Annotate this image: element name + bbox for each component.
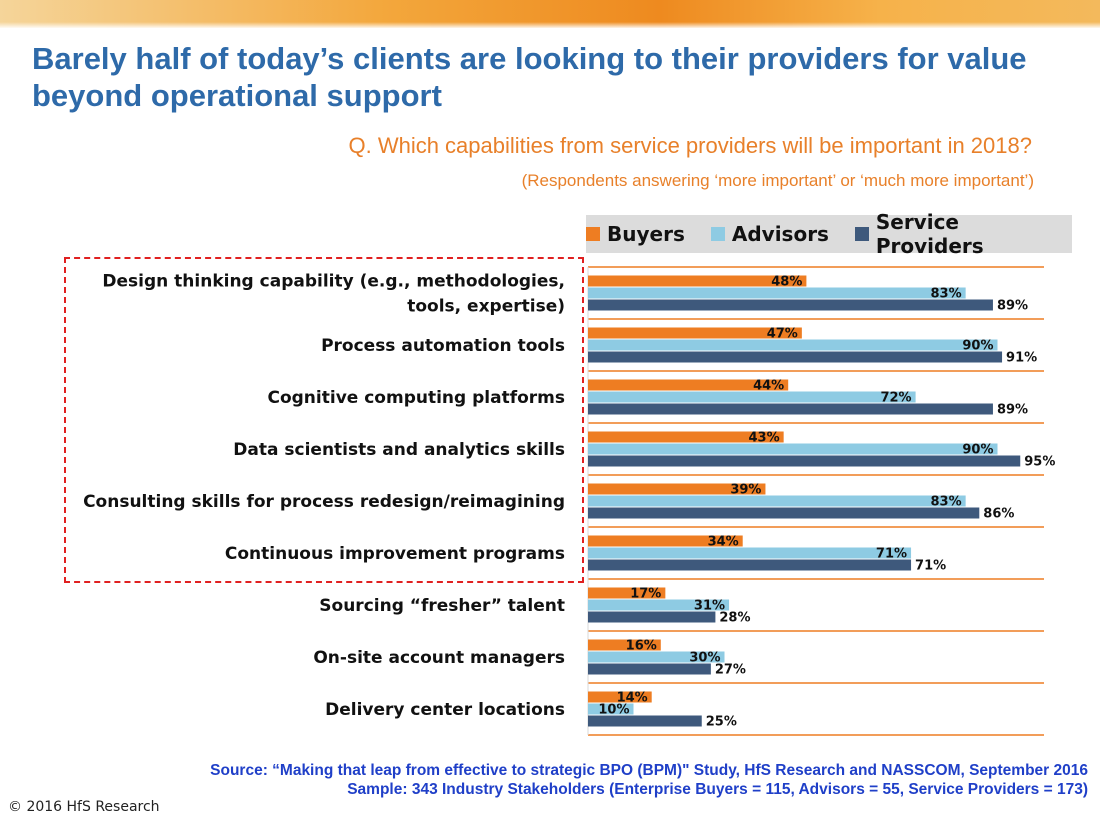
data-label: 95% <box>1024 455 1055 470</box>
highlight-box <box>64 257 584 583</box>
legend-label-service-providers: Service Providers <box>875 210 984 258</box>
bar-service-providers <box>588 559 912 571</box>
bar-service-providers <box>588 663 711 675</box>
bar-buyers <box>588 431 784 443</box>
category-label: Continuous improvement programs <box>225 544 565 564</box>
bar-buyers <box>588 535 743 547</box>
bar-service-providers <box>588 715 702 727</box>
header-banner <box>0 0 1100 28</box>
legend-item-buyers: Buyers <box>586 222 685 246</box>
data-label: 16% <box>626 639 657 654</box>
legend-swatch-advisors <box>710 227 725 241</box>
legend-label-advisors: Advisors <box>731 222 829 246</box>
bar-service-providers <box>588 507 980 519</box>
data-label: 71% <box>915 559 946 574</box>
legend-label-buyers: Buyers <box>607 222 685 246</box>
bar-advisors <box>588 391 916 403</box>
data-label: 72% <box>880 391 911 406</box>
category-label: On-site account managers <box>313 648 565 668</box>
source-line-1: Source: “Making that leap from effective… <box>210 762 1088 779</box>
bar-buyers <box>588 327 802 339</box>
data-label: 14% <box>617 691 648 706</box>
data-label: 43% <box>749 431 780 446</box>
bar-buyers <box>588 483 766 495</box>
category-label: Delivery center locations <box>325 700 565 720</box>
category-label: Data scientists and analytics skills <box>233 440 565 460</box>
category-label-line: Design thinking capability (e.g., method… <box>102 272 565 292</box>
data-label: 83% <box>931 287 962 302</box>
bar-advisors <box>588 443 998 455</box>
category-label: Process automation tools <box>321 336 565 356</box>
bar-advisors <box>588 651 725 663</box>
bar-chart: Design thinking capability (e.g., method… <box>83 266 1055 736</box>
category-label: Cognitive computing platforms <box>267 388 565 408</box>
data-label: 34% <box>708 535 739 550</box>
data-label: 27% <box>715 663 746 678</box>
bar-buyers <box>588 691 652 703</box>
category-label-line: Continuous improvement programs <box>225 544 565 564</box>
survey-question: Q. Which capabilities from service provi… <box>348 133 1032 158</box>
data-label: 86% <box>983 507 1014 522</box>
bar-service-providers <box>588 299 993 311</box>
data-label: 30% <box>689 651 720 666</box>
data-label: 39% <box>730 483 761 498</box>
category-label-line: Sourcing “fresher” talent <box>319 596 565 616</box>
category-label: Sourcing “fresher” talent <box>319 596 565 616</box>
data-label: 90% <box>962 443 993 458</box>
data-label: 31% <box>694 599 725 614</box>
bar-service-providers <box>588 403 993 415</box>
data-label: 89% <box>997 299 1028 314</box>
data-label: 83% <box>931 495 962 510</box>
data-label: 48% <box>771 275 802 290</box>
bar-buyers <box>588 275 807 287</box>
legend-item-service-providers: Service Providers <box>854 210 1072 258</box>
respondents-note: (Respondents answering ‘more important’ … <box>521 171 1034 190</box>
category-label-line: Delivery center locations <box>325 700 565 720</box>
bar-advisors <box>588 495 966 507</box>
data-label: 47% <box>767 327 798 342</box>
category-label-line: Data scientists and analytics skills <box>233 440 565 460</box>
data-label: 89% <box>997 403 1028 418</box>
bar-buyers <box>588 587 666 599</box>
data-label: 28% <box>719 611 750 626</box>
bar-service-providers <box>588 611 716 623</box>
bar-advisors <box>588 339 998 351</box>
data-label: 25% <box>706 715 737 730</box>
category-label-line: Consulting skills for process redesign/r… <box>83 492 565 512</box>
bar-service-providers <box>588 351 1003 363</box>
source-line-2: Sample: 343 Industry Stakeholders (Enter… <box>347 781 1088 798</box>
bar-advisors <box>588 703 634 715</box>
data-label: 44% <box>753 379 784 394</box>
copyright: © 2016 HfS Research <box>8 799 160 815</box>
category-label: Consulting skills for process redesign/r… <box>83 492 565 512</box>
category-label-line: Process automation tools <box>321 336 565 356</box>
legend-swatch-buyers <box>586 227 600 241</box>
data-label: 91% <box>1006 351 1037 366</box>
legend-item-advisors: Advisors <box>710 222 829 246</box>
category-label-line: On-site account managers <box>313 648 565 668</box>
legend-swatch-service-providers <box>854 227 869 241</box>
data-label: 10% <box>598 703 629 718</box>
bar-advisors <box>588 287 966 299</box>
data-label: 71% <box>876 547 907 562</box>
bar-buyers <box>588 639 661 651</box>
bar-buyers <box>588 379 789 391</box>
category-label: Design thinking capability (e.g., method… <box>102 272 565 317</box>
bar-advisors <box>588 547 912 559</box>
category-label-line: tools, expertise) <box>407 297 565 317</box>
slide-title: Barely half of today’s clients are looki… <box>32 41 1027 113</box>
source-note: Source: “Making that leap from effective… <box>210 761 1088 799</box>
category-label-line: Cognitive computing platforms <box>267 388 565 408</box>
data-label: 17% <box>630 587 661 602</box>
data-label: 90% <box>962 339 993 354</box>
chart-legend: Buyers Advisors Service Providers <box>586 210 1072 258</box>
bar-service-providers <box>588 455 1021 467</box>
bar-advisors <box>588 599 730 611</box>
